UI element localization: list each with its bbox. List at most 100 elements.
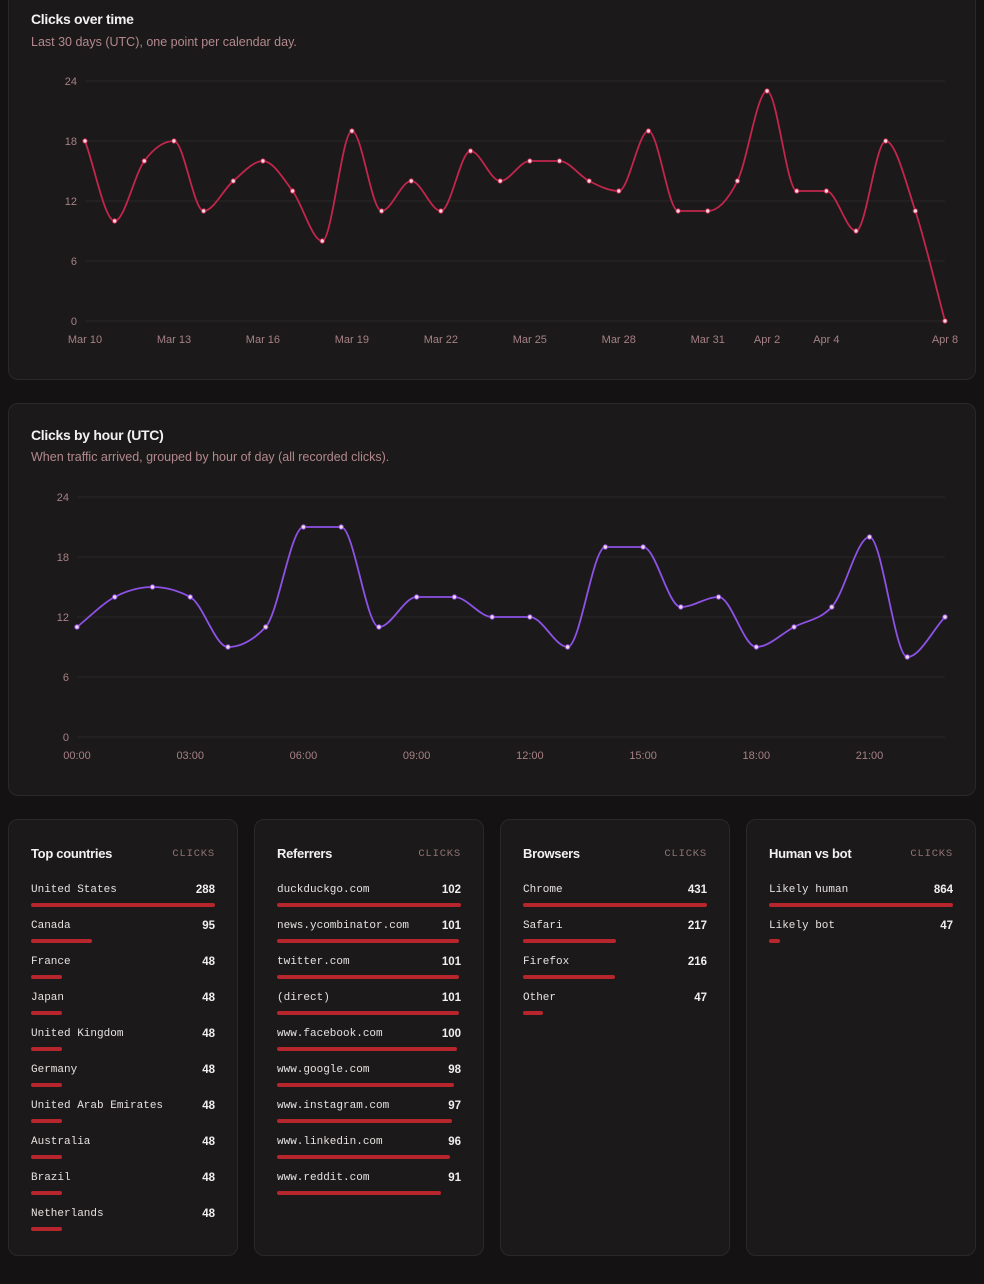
table-row: Australia 48 <box>31 1136 215 1172</box>
x-tick-label: 03:00 <box>176 750 204 762</box>
value-bar <box>31 1227 62 1231</box>
row-label: duckduckgo.com <box>277 884 370 896</box>
chart-title: Clicks over time <box>31 11 134 27</box>
data-point <box>942 614 948 620</box>
clicks-by-hour-card: Clicks by hour (UTC) When traffic arrive… <box>8 403 976 796</box>
x-tick-label: Mar 19 <box>335 334 369 346</box>
table-row: www.linkedin.com 96 <box>277 1136 461 1172</box>
x-tick-label: Mar 16 <box>246 334 280 346</box>
data-point <box>74 624 80 630</box>
value-bar <box>31 939 92 943</box>
row-value: 48 <box>202 992 215 1004</box>
data-point <box>112 594 118 600</box>
row-value: 91 <box>448 1172 461 1184</box>
clicks-over-time-chart: 0 6 12 18 24 Mar 10 Mar 13 Mar 16 Mar 19 Mar 22 Ma… <box>65 76 958 346</box>
value-bar <box>31 1011 62 1015</box>
data-point <box>829 604 835 610</box>
data-point <box>645 128 652 134</box>
data-point <box>497 178 503 184</box>
data-point <box>640 544 646 550</box>
data-point <box>753 644 760 650</box>
data-point <box>489 614 495 620</box>
data-point <box>734 178 741 184</box>
y-tick-label: 24 <box>57 492 69 504</box>
data-point <box>866 534 873 540</box>
row-value: 48 <box>202 1208 215 1220</box>
clicks-by-hour-chart: 0 6 12 18 24 00:00 03:00 06:00 09:00 12:00 15:00 18… <box>57 492 948 762</box>
row-label: www.facebook.com <box>277 1028 383 1040</box>
data-point <box>300 524 307 530</box>
data-point <box>200 208 207 214</box>
value-bar <box>277 1047 458 1051</box>
value-bar <box>31 1191 62 1195</box>
data-point <box>376 624 382 630</box>
data-point <box>319 238 325 244</box>
series-line <box>84 90 946 322</box>
data-point <box>230 178 236 184</box>
data-point <box>715 594 722 600</box>
table-row: www.instagram.com 97 <box>277 1100 461 1136</box>
row-label: news.ycombinator.com <box>277 920 410 932</box>
value-bar <box>523 1011 544 1015</box>
value-bar <box>277 939 460 943</box>
y-tick-label: 6 <box>63 672 69 684</box>
data-point <box>675 208 681 214</box>
row-label: Japan <box>31 992 65 1004</box>
x-tick-label: Mar 22 <box>424 334 458 346</box>
x-tick-label: 06:00 <box>290 750 318 762</box>
y-tick-label: 24 <box>65 76 77 88</box>
row-label: Other <box>523 992 557 1004</box>
data-point <box>225 644 231 650</box>
row-label: Firefox <box>523 956 570 968</box>
data-point <box>149 584 156 590</box>
x-tick-label: Apr 8 <box>932 334 958 346</box>
row-value: 47 <box>940 920 953 932</box>
y-tick-label: 0 <box>63 732 69 744</box>
value-bar <box>31 975 62 979</box>
x-tick-label: Mar 10 <box>68 334 102 346</box>
table-row: news.ycombinator.com 101 <box>277 920 461 956</box>
table-row: www.google.com 98 <box>277 1064 461 1100</box>
table-title: Human vs bot <box>769 846 852 861</box>
row-value: 217 <box>687 920 707 932</box>
table-rows: United States 288 Canada 95 France 48 Japan 48 U… <box>31 884 215 1244</box>
x-tick-label: 09:00 <box>403 750 431 762</box>
data-point <box>260 158 266 164</box>
x-tick-label: Mar 31 <box>691 334 725 346</box>
row-label: www.google.com <box>277 1064 370 1076</box>
row-label: Netherlands <box>31 1208 104 1220</box>
data-point <box>289 188 296 194</box>
y-tick-label: 18 <box>65 136 77 148</box>
value-bar <box>31 903 215 907</box>
data-point <box>882 138 889 144</box>
value-bar <box>277 1155 451 1159</box>
chart-title: Clicks by hour (UTC) <box>31 427 164 443</box>
table-header: Top countries CLICKS <box>31 846 215 861</box>
data-point <box>82 138 88 144</box>
data-point <box>187 594 193 600</box>
data-point <box>853 228 859 234</box>
table-title: Browsers <box>523 846 580 861</box>
referrers-card: Referrers CLICKS duckduckgo.com 102 news.yco… <box>254 819 484 1256</box>
row-value: 48 <box>202 1172 215 1184</box>
row-label: twitter.com <box>277 956 350 968</box>
chart-subtitle: Last 30 days (UTC), one point per calend… <box>31 35 297 49</box>
table-row: twitter.com 101 <box>277 956 461 992</box>
row-value: 48 <box>202 1028 215 1040</box>
row-value: 47 <box>694 992 707 1004</box>
row-value: 96 <box>448 1136 461 1148</box>
table-rows: duckduckgo.com 102 news.ycombinator.com 101… <box>277 884 461 1208</box>
data-point <box>111 218 118 224</box>
row-value: 864 <box>933 884 953 896</box>
row-label: Germany <box>31 1064 78 1076</box>
table-row: United Kingdom 48 <box>31 1028 215 1064</box>
row-value: 48 <box>202 956 215 968</box>
top-countries-card: Top countries CLICKS United States 288 Canad… <box>8 819 238 1256</box>
table-row: United Arab Emirates 48 <box>31 1100 215 1136</box>
row-value: 431 <box>687 884 707 896</box>
data-point <box>527 614 533 620</box>
table-title: Referrers <box>277 846 333 861</box>
clicks-over-time-card: Clicks over time Last 30 days (UTC), one… <box>8 0 976 380</box>
value-bar <box>277 975 460 979</box>
table-row: Japan 48 <box>31 992 215 1028</box>
